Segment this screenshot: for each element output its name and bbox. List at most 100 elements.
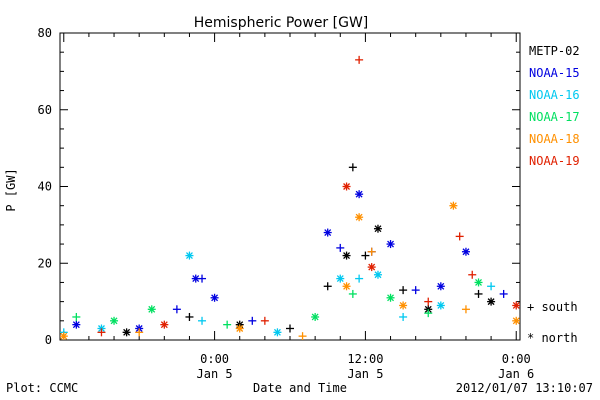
y-tick-label: 20 — [38, 256, 52, 270]
data-point — [248, 316, 257, 325]
data-point — [223, 320, 232, 329]
x-tick-time-label: 12:00 — [347, 352, 383, 366]
data-point — [336, 274, 345, 283]
data-point-stroke — [343, 282, 351, 290]
data-point-stroke — [512, 317, 520, 325]
data-point — [499, 289, 508, 298]
data-point — [537, 321, 545, 329]
data-point-stroke — [311, 313, 319, 321]
data-point-stroke — [336, 275, 344, 283]
data-markers — [47, 55, 596, 340]
data-point-stroke — [236, 325, 244, 332]
data-point — [286, 324, 294, 333]
data-point-stroke — [192, 275, 200, 283]
data-point-stroke — [387, 294, 395, 302]
data-point — [436, 301, 445, 310]
data-point-stroke — [355, 213, 363, 221]
data-point — [110, 316, 119, 325]
data-point-stroke — [374, 271, 382, 279]
data-point — [235, 324, 244, 333]
data-point — [373, 270, 382, 279]
data-point — [575, 286, 583, 294]
chart-title: Hemispheric Power [GW] — [194, 15, 369, 31]
data-point — [424, 297, 433, 306]
marker-legend-entry: + south — [527, 300, 578, 314]
data-point — [386, 240, 395, 249]
data-point-stroke — [273, 328, 281, 336]
y-tick-label: 80 — [38, 26, 52, 40]
marker-legend-entry: * north — [527, 331, 578, 345]
x-tick-time-label: 0:00 — [502, 352, 531, 366]
data-point — [436, 282, 445, 291]
x-axis-label: Date and Time — [253, 381, 347, 395]
data-point — [474, 278, 483, 287]
data-point — [411, 286, 420, 295]
data-point — [367, 263, 376, 272]
data-point — [47, 324, 55, 332]
data-point — [537, 313, 545, 321]
data-point-stroke — [437, 302, 445, 309]
data-point — [348, 289, 357, 298]
legend-entry: METP-02 — [529, 44, 580, 58]
data-point — [147, 305, 156, 314]
data-point — [97, 328, 106, 337]
data-point — [468, 270, 477, 279]
data-point — [474, 289, 483, 298]
data-point — [361, 251, 370, 260]
data-point-stroke — [324, 229, 332, 237]
data-point-stroke — [538, 322, 544, 328]
data-point — [461, 247, 470, 256]
data-point-stroke — [368, 263, 376, 271]
data-point — [323, 282, 332, 291]
data-point — [342, 251, 351, 260]
data-point-stroke — [72, 321, 80, 329]
data-point-stroke — [475, 278, 482, 286]
x-tick-date-label: Jan 6 — [498, 367, 534, 381]
legend-entry: NOAA-18 — [529, 132, 580, 146]
data-point — [512, 316, 520, 325]
data-point — [588, 305, 596, 313]
data-point-stroke — [110, 317, 118, 325]
data-point-stroke — [487, 298, 495, 306]
data-point — [185, 312, 194, 321]
data-point — [191, 274, 200, 283]
data-point — [273, 328, 282, 337]
data-point-stroke — [343, 183, 351, 190]
data-point-stroke — [512, 302, 520, 309]
y-tick-label: 60 — [38, 103, 52, 117]
data-point — [373, 224, 382, 233]
data-point-stroke — [374, 225, 382, 233]
data-point — [298, 332, 307, 340]
data-point-stroke — [538, 322, 544, 328]
data-point-stroke — [211, 294, 219, 302]
data-point-stroke — [355, 190, 363, 198]
data-point — [323, 228, 332, 237]
data-point — [399, 301, 408, 310]
data-point-stroke — [185, 252, 193, 260]
data-point-stroke — [449, 202, 457, 210]
data-point — [367, 247, 376, 256]
data-point — [210, 293, 219, 302]
footer-credit: Plot: CCMC — [6, 381, 78, 395]
data-point — [399, 312, 408, 321]
footer-timestamp: 2012/01/07 13:10:07 — [456, 381, 593, 395]
y-tick-label: 0 — [45, 333, 52, 347]
x-tick-date-label: Jan 5 — [197, 367, 233, 381]
data-point-stroke — [576, 287, 582, 293]
data-point — [198, 316, 207, 325]
data-point — [160, 320, 169, 329]
data-point — [575, 313, 583, 321]
data-point — [198, 274, 207, 283]
data-point — [348, 163, 357, 172]
data-point — [122, 328, 131, 337]
data-point-stroke — [399, 302, 407, 309]
data-point — [399, 286, 408, 295]
data-point — [172, 305, 181, 314]
data-point — [135, 328, 144, 337]
data-point — [455, 232, 464, 241]
data-point — [72, 312, 81, 321]
data-point-stroke — [148, 305, 156, 313]
x-tick-date-label: Jan 5 — [347, 367, 383, 381]
data-point — [72, 320, 81, 329]
